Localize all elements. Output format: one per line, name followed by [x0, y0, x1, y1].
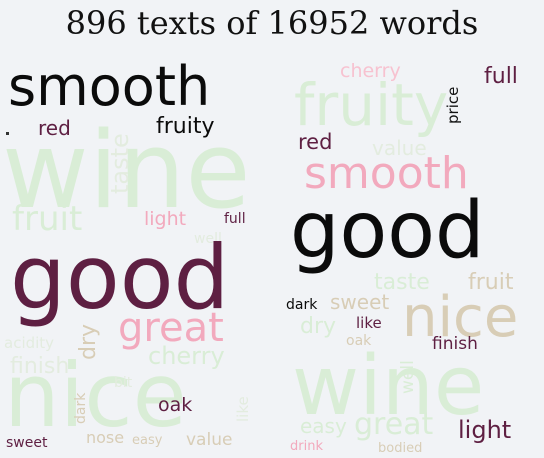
word-like: like — [234, 396, 252, 422]
page-title: 896 texts of 16952 words — [65, 4, 479, 42]
word-well: well — [194, 231, 222, 247]
word-wine: wine — [292, 339, 485, 434]
word-sweet: sweet — [330, 290, 390, 314]
word-cherry: cherry — [148, 342, 225, 370]
word-nose: nose — [86, 428, 125, 447]
word-red: red — [298, 130, 333, 154]
word-value: value — [372, 136, 427, 160]
word-acidity: acidity — [4, 334, 55, 352]
word-dark: dark — [286, 297, 318, 313]
word-well: well — [398, 360, 418, 394]
word-wine: wine — [2, 109, 251, 232]
word-nice: nice — [4, 344, 187, 447]
word-oak: oak — [158, 394, 193, 416]
word-dark: dark — [73, 392, 89, 424]
word-smooth: smooth — [304, 148, 469, 199]
word-drink: drink — [290, 439, 323, 454]
word-dry: dry — [76, 323, 101, 360]
word-great: great — [118, 305, 224, 351]
word-taste: taste — [106, 133, 134, 194]
word-fruity: fruity — [156, 114, 215, 139]
word-finish: finish — [10, 354, 70, 379]
word-fruit: fruit — [468, 270, 514, 295]
word-light: light — [144, 208, 187, 230]
word-red: red — [38, 116, 71, 140]
word-bodied: bodied — [378, 441, 423, 456]
stray-mark — [6, 132, 9, 135]
word-good: good — [10, 226, 230, 329]
word-easy: easy — [132, 433, 163, 448]
word-bit: bit — [114, 375, 133, 391]
word-light: light — [458, 416, 512, 444]
word-sweet: sweet — [6, 435, 48, 451]
word-fruit: fruit — [12, 199, 83, 239]
word-like: like — [356, 314, 382, 332]
word-full: full — [224, 211, 246, 227]
word-dry: dry — [300, 314, 337, 339]
word-finish: finish — [432, 334, 478, 354]
word-value: value — [186, 430, 233, 450]
word-cherry: cherry — [340, 60, 401, 82]
word-full: full — [484, 64, 518, 89]
word-cloud-left: wine nice fruit taste well acidity cherr… — [0, 60, 262, 458]
word-taste: taste — [374, 270, 430, 295]
word-fruity: fruity — [294, 71, 449, 139]
word-easy: easy — [300, 414, 347, 438]
word-nice: nice — [402, 285, 519, 350]
word-great: great — [354, 407, 434, 442]
word-smooth: smooth — [8, 60, 211, 118]
word-good: good — [290, 186, 485, 276]
word-oak: oak — [346, 333, 372, 349]
word-cloud-right: fruity wine nice value taste fruit sweet… — [286, 60, 544, 458]
word-price: price — [444, 86, 462, 124]
